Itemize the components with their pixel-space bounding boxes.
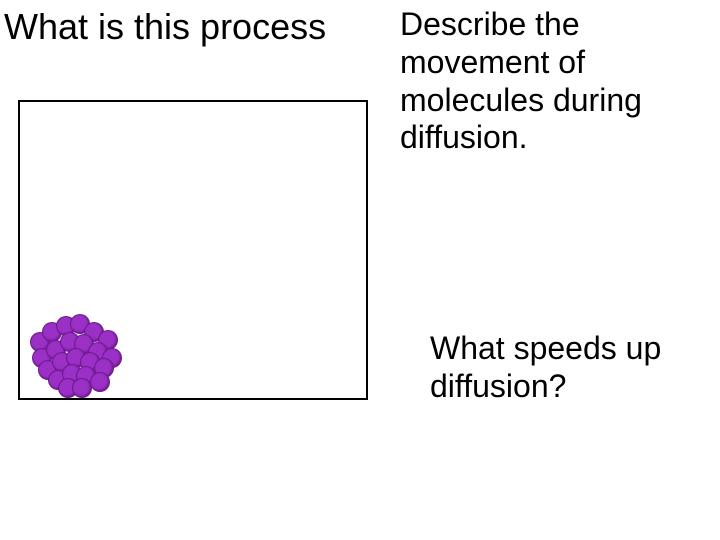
molecule-cluster	[30, 302, 140, 402]
molecule-dot	[91, 373, 109, 391]
question-title: What is this process	[4, 6, 326, 48]
molecule-dot	[73, 379, 91, 397]
describe-text: Describe the movement of molecules durin…	[400, 6, 710, 157]
speeds-text: What speeds up diffusion?	[430, 330, 700, 406]
slide: What is this process Describe the moveme…	[0, 0, 720, 540]
diffusion-diagram-box	[18, 100, 368, 400]
